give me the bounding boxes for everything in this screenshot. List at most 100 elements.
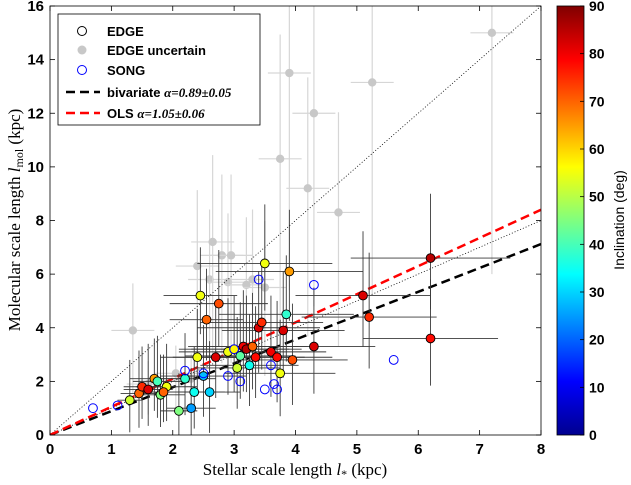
edge-point <box>124 395 135 405</box>
colorbar-tick-label: 30 <box>589 284 605 300</box>
song-point <box>180 365 190 376</box>
colorbar-tick-label: 70 <box>589 93 605 109</box>
y-axis-label: Molecular scale length lmol (kpc) <box>5 109 26 332</box>
y-tick-label: 14 <box>27 52 44 69</box>
colorbar-tick-label: 40 <box>589 236 605 252</box>
y-axis: 0 2 4 6 8 10 12 14 16 <box>27 0 541 444</box>
series-edge-uncertain <box>111 6 514 415</box>
edge-point <box>158 387 169 397</box>
y-tick-label: 4 <box>36 320 45 337</box>
song-point <box>229 344 240 355</box>
edge-point <box>284 266 295 277</box>
x-tick-label: 7 <box>475 441 483 458</box>
x-axis: 0 1 2 3 4 5 6 7 8 <box>46 6 545 458</box>
edge-point <box>259 258 270 269</box>
x-tick-label: 2 <box>169 441 177 458</box>
edge-point <box>358 290 368 301</box>
legend-marker-edge <box>77 26 87 36</box>
legend-label-edge: EDGE <box>107 24 144 39</box>
x-tick-label: 0 <box>46 441 54 458</box>
x-tick-label: 4 <box>291 441 300 458</box>
x-axis-label: Stellar scale length l* (kpc) <box>203 460 387 481</box>
series-song <box>88 274 399 414</box>
legend-marker-edge-uncertain <box>77 45 87 55</box>
colorbar-tick-label: 80 <box>589 46 605 62</box>
uncertain-point <box>368 78 377 87</box>
edge-point <box>275 368 286 379</box>
edge-point <box>232 363 243 373</box>
uncertain-point <box>309 109 319 118</box>
edge-point <box>309 341 319 352</box>
edge-point <box>250 352 261 363</box>
edge-point <box>278 325 289 336</box>
y-tick-label: 12 <box>27 105 44 122</box>
edge-point <box>186 403 197 414</box>
legend-label-edge-uncertain: EDGE uncertain <box>107 43 206 58</box>
legend-label-bivariate: bivariate α=0.89±0.05 <box>107 85 232 100</box>
song-point <box>253 274 264 285</box>
edge-point <box>198 371 209 381</box>
edge-point <box>180 373 190 384</box>
edge-point <box>204 387 215 397</box>
edge-point <box>235 351 246 361</box>
edge-point <box>247 341 258 352</box>
colorbar-label: Inclination (deg) <box>611 170 627 270</box>
song-point <box>235 376 246 387</box>
x-tick-label: 8 <box>537 441 545 458</box>
uncertain-point <box>226 251 236 260</box>
one-to-one-dotted-line <box>50 6 541 435</box>
y-tick-label: 2 <box>36 373 44 390</box>
uncertain-point <box>487 28 497 38</box>
edge-point <box>195 290 206 301</box>
uncertain-point <box>334 208 343 217</box>
song-point <box>88 403 98 414</box>
edge-point <box>192 352 203 363</box>
song-point <box>266 360 276 371</box>
song-point <box>223 371 233 381</box>
x-tick-label: 6 <box>414 441 422 458</box>
uncertain-point <box>128 326 138 335</box>
edge-point <box>189 387 200 397</box>
legend-marker-song <box>77 65 87 75</box>
uncertain-point <box>303 184 312 193</box>
colorbar <box>556 5 585 436</box>
y-tick-label: 10 <box>27 159 44 176</box>
song-point <box>198 368 209 379</box>
y-tick-label: 8 <box>36 213 44 230</box>
edge-point <box>143 384 154 395</box>
song-point <box>309 279 319 290</box>
series-edge <box>117 193 511 435</box>
edge-point <box>174 406 184 416</box>
colorbar-tick-label: 20 <box>589 332 605 348</box>
colorbar-axis: 0 10 20 30 40 50 60 70 80 90 <box>580 0 605 443</box>
song-point <box>272 384 282 395</box>
edge-point <box>272 352 282 363</box>
edge-point <box>287 355 298 365</box>
colorbar-tick-label: 90 <box>589 0 605 14</box>
y-tick-label: 16 <box>27 0 44 15</box>
song-point <box>112 400 123 411</box>
legend-box <box>57 13 261 126</box>
legend: EDGE EDGE uncertain SONG bivariate α=0.8… <box>57 13 261 126</box>
x-tick-label: 3 <box>230 441 238 458</box>
colorbar-tick-label: 50 <box>589 189 605 205</box>
song-point <box>269 379 279 389</box>
edge-point <box>425 253 436 263</box>
colorbar-tick-label: 10 <box>589 379 605 395</box>
x-tick-label: 1 <box>107 441 115 458</box>
colorbar-tick-label: 60 <box>589 141 605 157</box>
edge-point <box>201 314 212 325</box>
uncertain-point <box>285 68 294 78</box>
edge-point <box>364 312 375 322</box>
edge-point <box>256 317 267 328</box>
y-tick-label: 6 <box>36 266 44 283</box>
edge-point <box>425 333 436 344</box>
song-point <box>259 384 270 395</box>
song-point <box>388 355 399 365</box>
x-tick-label: 5 <box>353 441 361 458</box>
colorbar-tick-label: 0 <box>589 427 597 443</box>
uncertain-point <box>275 154 285 164</box>
legend-label-song: SONG <box>107 63 145 78</box>
edge-point <box>213 298 224 309</box>
